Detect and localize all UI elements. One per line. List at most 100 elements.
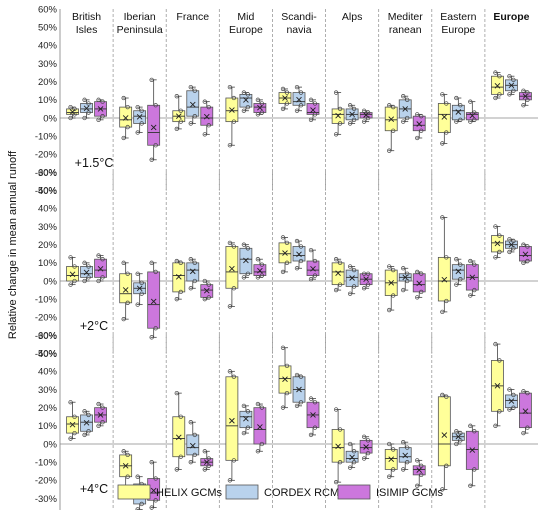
sample-point [241,430,247,436]
sample-point [333,480,339,485]
sample-point [174,297,179,302]
sample-point [365,271,371,276]
mean-marker [243,415,249,422]
sample-point [365,282,371,287]
sample-point [96,97,101,102]
sample-point [206,456,211,461]
sample-point [405,445,410,450]
y-tick-label: 30% [38,59,58,70]
sample-point [86,275,91,280]
mean-marker [416,280,423,287]
y-tick-label: 30% [38,222,58,233]
mean-marker [455,109,462,115]
y-tick-label: 50% [38,22,58,33]
sample-point [337,121,343,126]
sample-point [192,278,197,284]
sample-point [202,99,207,104]
y-tick-label: -30% [35,494,58,505]
y-tick-label: 40% [38,41,58,52]
y-tick-label: -10% [35,294,58,305]
sample-point [458,430,463,436]
sample-point [259,273,265,278]
mean-marker [282,250,288,256]
sample-point [472,429,477,434]
box [147,271,161,329]
box-cordex-rcms [345,103,359,126]
sample-point [82,432,87,438]
sample-point [507,249,512,255]
sample-point [521,88,526,93]
box-cordex-rcms [505,237,518,255]
sample-point [100,275,105,280]
sample-point [337,282,343,287]
sample-point [361,108,367,113]
sample-point [468,258,473,264]
y-tick-label: 30% [38,385,58,396]
sample-point [82,97,87,102]
y-tick-label: -30% [35,331,58,342]
sample-point [139,291,144,296]
box-helix-gcms [437,392,451,492]
mean-marker [122,287,129,293]
sample-point [361,456,367,461]
box-isimip-gcms [94,253,107,284]
sample-point [294,372,300,378]
sample-point [419,114,424,119]
sample-point [96,117,101,122]
sample-point [206,282,211,287]
region-label: Isles [76,24,98,36]
sample-point [188,84,193,90]
region-label: Iberian [124,11,156,23]
sample-point [227,143,233,148]
sample-point [351,284,357,289]
mean-marker [416,467,423,473]
scenario-label: +2°C [80,319,108,333]
sample-point [525,244,530,249]
mean-marker [388,116,395,122]
sample-point [401,467,406,472]
sample-point [174,258,179,264]
sample-point [312,273,318,278]
sample-point [68,436,73,441]
region-label: Europe [229,24,263,36]
sample-point [294,108,300,113]
box-helix-gcms [172,94,186,132]
sample-point [121,260,126,265]
y-axis-label: Relative change in mean annual runoff [7,150,19,339]
sample-point [125,124,130,130]
box-isimip-gcms [147,260,161,340]
box-cordex-rcms [133,104,147,135]
box-isimip-gcms [359,108,373,124]
sample-point [188,286,193,291]
sample-point [86,412,91,418]
sample-point [202,467,207,472]
box [239,410,253,429]
mean-marker [229,265,235,272]
y-tick-label: -10% [35,457,58,468]
sample-point [521,242,526,247]
sample-point [192,432,197,438]
legend-label: HELIX GCMs [156,487,223,499]
sample-point [497,74,502,79]
sample-point [511,88,516,93]
sample-point [444,298,449,304]
sample-point [298,374,304,379]
sample-point [149,505,154,510]
sample-point [391,293,396,298]
sample-point [255,275,261,280]
sample-point [259,110,265,115]
sample-point [121,317,126,322]
y-tick-label: 50% [38,185,58,196]
sample-point [415,112,420,117]
sample-point [206,463,211,468]
sample-point [312,258,318,264]
mean-marker [69,421,76,428]
box-cordex-rcms [451,95,465,124]
box-cordex-rcms [133,271,147,307]
sample-point [96,278,101,284]
sample-point [391,447,396,452]
sample-point [308,117,314,122]
sample-point [206,123,211,128]
mean-marker [455,268,462,275]
sample-point [444,130,449,135]
